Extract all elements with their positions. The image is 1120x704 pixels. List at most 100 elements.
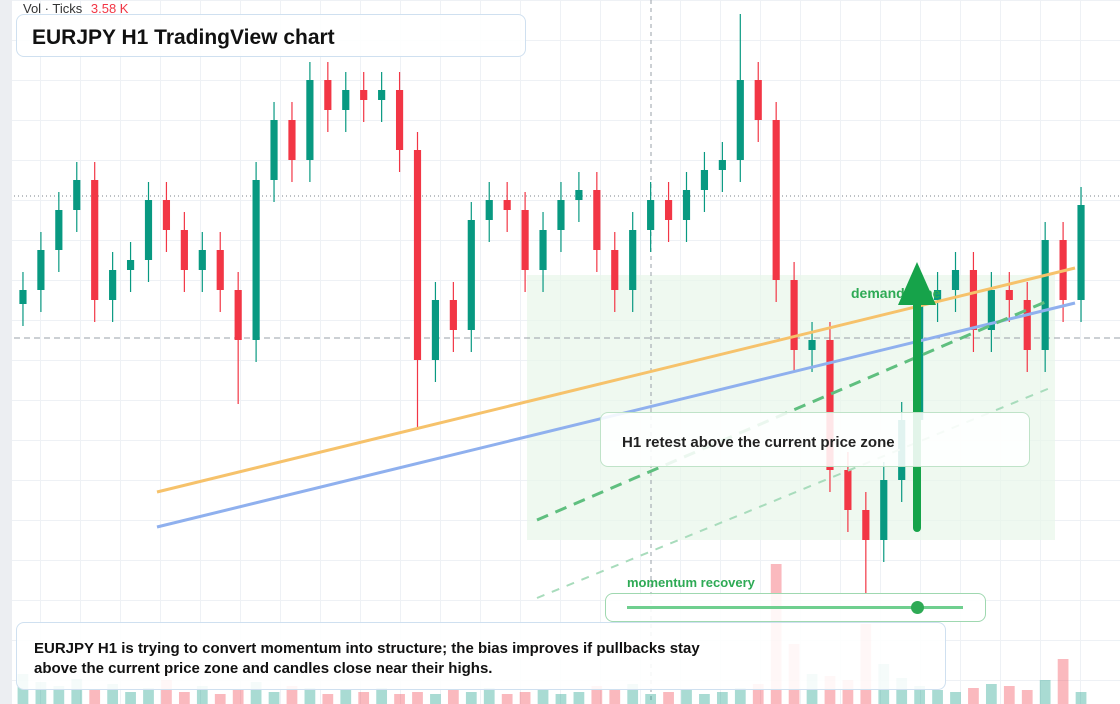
candle-body — [126, 260, 135, 270]
candle-body — [969, 270, 978, 330]
candle-body — [431, 300, 440, 360]
candle-body — [162, 200, 171, 230]
volume-bar — [340, 690, 352, 704]
volume-bar — [143, 688, 154, 704]
retest-note: H1 retest above the current price zone — [622, 434, 895, 451]
candle-body — [951, 270, 960, 290]
volume-bar — [250, 682, 262, 704]
volume-bar — [412, 692, 423, 704]
candle-body — [1005, 290, 1013, 300]
candle-body — [880, 480, 888, 540]
candle-body — [234, 290, 242, 340]
volume-bar — [1057, 659, 1069, 704]
candle-body — [736, 80, 744, 160]
candle-body — [270, 120, 278, 180]
candle-body — [252, 180, 260, 340]
volume-bar — [501, 694, 513, 704]
candle-body — [180, 230, 188, 270]
slider-track — [627, 606, 963, 609]
volume-bar — [1021, 690, 1033, 704]
volume-bar — [161, 680, 172, 704]
vol-value: 3.58 K — [90, 1, 129, 16]
volume-bar — [968, 688, 979, 704]
momentum-label: momentum recovery — [627, 575, 755, 590]
candle-body — [790, 280, 798, 350]
volume-bar — [35, 682, 47, 704]
candle-body — [629, 230, 637, 290]
volume-bar — [447, 690, 459, 704]
summary-box: EURJPY H1 is trying to convert momentum … — [16, 622, 946, 690]
candle-body — [144, 200, 153, 260]
candle-body — [395, 90, 404, 150]
candle-body — [37, 250, 45, 290]
candle-body — [342, 90, 350, 110]
title: EURJPY H1 TradingView chart — [32, 26, 335, 49]
volume-bar — [950, 692, 961, 704]
summary: EURJPY H1 is trying to convert momentum … — [34, 640, 700, 677]
candle-body — [754, 80, 762, 120]
candle-body — [611, 250, 619, 290]
volume-bar — [896, 678, 908, 704]
candle-body — [360, 90, 368, 100]
volume-bar — [1039, 680, 1051, 704]
candle-body — [91, 180, 99, 300]
volume-bar — [178, 692, 190, 704]
volume-bar — [394, 694, 405, 704]
candle-body — [575, 190, 583, 200]
momentum-slider[interactable] — [605, 593, 986, 622]
candle-body — [682, 190, 691, 220]
candle-body — [718, 160, 726, 170]
candle-body — [19, 290, 27, 304]
candle-body — [73, 180, 81, 210]
candle-body — [700, 170, 709, 190]
candle-body — [808, 340, 816, 350]
candle-body — [324, 80, 332, 110]
volume-bar — [1003, 686, 1015, 704]
candle-body — [288, 120, 296, 160]
volume-bar — [824, 676, 836, 704]
volume-bar — [555, 694, 567, 704]
volume-bar — [627, 684, 639, 704]
candle-body — [987, 290, 995, 330]
volume-bar — [376, 688, 388, 704]
volume-bar — [932, 690, 943, 704]
channel-line — [536, 387, 1051, 599]
candle-body — [467, 220, 475, 330]
volume-bar — [196, 686, 208, 704]
volume-bar — [591, 686, 603, 704]
volume-bar — [537, 690, 549, 704]
volume-bar — [681, 690, 692, 704]
slider-knob[interactable] — [911, 601, 924, 614]
volume-bar — [89, 690, 101, 704]
candle-body — [664, 200, 673, 220]
candle-body — [539, 230, 547, 270]
candle-body — [826, 340, 834, 470]
volume-bar — [645, 694, 657, 704]
volume-bar — [125, 692, 136, 704]
channel-line — [536, 298, 1051, 522]
candle-body — [55, 210, 63, 250]
candle-body — [862, 510, 870, 540]
candle-body — [772, 120, 780, 280]
candle-body — [306, 80, 314, 160]
volume-bar — [232, 690, 244, 704]
volume-bar — [573, 692, 585, 704]
candle-body — [413, 150, 422, 360]
candle-body — [844, 470, 852, 510]
volume-bar — [483, 688, 495, 704]
volume-bar — [286, 686, 298, 704]
candle-body — [1077, 205, 1085, 300]
left-strip — [0, 0, 12, 704]
volume-bar — [465, 692, 477, 704]
candle-body — [1041, 240, 1049, 350]
candle-body — [933, 290, 942, 300]
candle-body — [216, 250, 224, 290]
candle-body — [485, 200, 493, 220]
volume-bar — [985, 684, 997, 704]
volume-bar — [107, 684, 119, 704]
volume-bar — [716, 692, 728, 704]
arrow-head — [898, 262, 936, 305]
title-box: EURJPY H1 TradingView chart — [16, 14, 526, 57]
volume-bar — [322, 694, 334, 704]
